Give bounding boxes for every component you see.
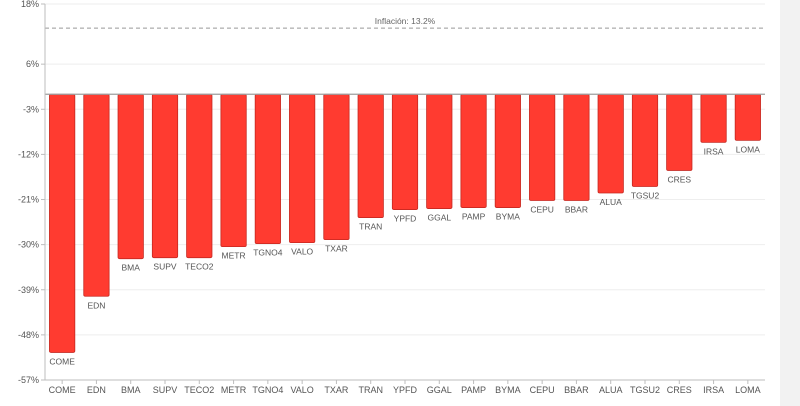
y-tick-label: -57%	[18, 375, 39, 385]
bar-ggal[interactable]	[426, 93, 453, 209]
chart-panel: Inflación: 13.2% COME EDN BMA SUPV TECO2 METR…	[0, 0, 780, 406]
bar-pamp[interactable]	[460, 93, 487, 208]
x-tick-label-alua: ALUA	[599, 385, 623, 395]
bar-ypfd[interactable]	[391, 93, 419, 210]
x-tick-label-irsa: IRSA	[703, 385, 724, 395]
bar-cepu[interactable]	[529, 93, 556, 201]
x-tick-label-tgno4: TGNO4	[252, 385, 283, 395]
bar-bma[interactable]	[117, 93, 144, 260]
x-tick-label-ypfd: YPFD	[393, 385, 418, 395]
x-tick-label-txar: TXAR	[324, 385, 349, 395]
bar-label-teco2: TECO2	[185, 262, 214, 272]
bars: COME EDN BMA SUPV TECO2 METR TGNO4 VALO TXAR TRAN…	[45, 93, 765, 366]
x-tick-label-come: COME	[49, 385, 76, 395]
bar-label-tgsu2: TGSU2	[631, 190, 660, 200]
bar-tgno4[interactable]	[254, 93, 281, 245]
bar-valo[interactable]	[289, 93, 316, 244]
x-tick-label-byma: BYMA	[495, 385, 521, 395]
bar-label-edn: EDN	[87, 300, 105, 310]
bar-label-byma: BYMA	[496, 212, 520, 222]
bar-label-tgno4: TGNO4	[253, 248, 283, 258]
bar-label-valo: VALO	[291, 247, 313, 257]
bar-label-tran: TRAN	[359, 222, 382, 232]
bar-edn[interactable]	[83, 93, 110, 297]
x-tick-label-bbar: BBAR	[564, 385, 589, 395]
bar-label-metr: METR	[222, 251, 246, 261]
bar-label-ggal: GGAL	[427, 213, 451, 223]
bar-label-cres: CRES	[667, 174, 691, 184]
bar-supv[interactable]	[151, 93, 179, 259]
x-tick-label-teco2: TECO2	[184, 385, 214, 395]
x-tick-label-loma: LOMA	[735, 385, 761, 395]
y-tick-label: -39%	[18, 285, 39, 295]
x-tick-label-ggal: GGAL	[427, 385, 452, 395]
y-tick-label: -48%	[18, 330, 39, 340]
inflation-reference: Inflación: 13.2%	[45, 16, 765, 29]
bar-label-bbar: BBAR	[565, 205, 588, 215]
bar-label-ypfd: YPFD	[394, 214, 417, 224]
bar-alua[interactable]	[597, 93, 624, 194]
axes: 18% 6% -3% -12% -21% -30% -39% -48% -57% COME EDN B…	[18, 0, 765, 395]
bar-bbar[interactable]	[563, 93, 590, 201]
y-tick-label: -21%	[18, 195, 39, 205]
bar-loma[interactable]	[734, 93, 761, 141]
bar-label-alua: ALUA	[600, 197, 623, 207]
bar-teco2[interactable]	[186, 93, 213, 259]
y-tick-label: 18%	[21, 0, 39, 9]
bar-label-txar: TXAR	[325, 244, 348, 254]
y-tick-label: -12%	[18, 149, 39, 159]
bar-tgsu2[interactable]	[631, 93, 659, 187]
bar-label-come: COME	[49, 356, 75, 366]
y-tick-label: 6%	[26, 59, 39, 69]
bar-irsa[interactable]	[700, 93, 727, 143]
x-tick-label-pamp: PAMP	[461, 385, 486, 395]
bar-label-cepu: CEPU	[530, 205, 554, 215]
bar-come[interactable]	[49, 93, 76, 353]
x-tick-label-metr: METR	[221, 385, 247, 395]
x-tick-label-cepu: CEPU	[530, 385, 555, 395]
x-tick-label-tran: TRAN	[358, 385, 383, 395]
y-tick-label: -3%	[23, 104, 39, 114]
bar-label-bma: BMA	[122, 263, 141, 273]
inflation-label: Inflación: 13.2%	[375, 16, 436, 26]
x-tick-label-valo: VALO	[290, 385, 313, 395]
bar-metr[interactable]	[220, 93, 247, 248]
bar-byma[interactable]	[494, 93, 521, 208]
bar-txar[interactable]	[323, 93, 350, 241]
bar-label-irsa: IRSA	[704, 146, 724, 156]
bar-chart: Inflación: 13.2% COME EDN BMA SUPV TECO2 METR…	[18, 0, 765, 395]
bar-tran[interactable]	[357, 93, 384, 218]
x-tick-label-bma: BMA	[121, 385, 141, 395]
bar-cres[interactable]	[666, 93, 693, 171]
x-tick-label-tgsu2: TGSU2	[630, 385, 660, 395]
bar-label-supv: SUPV	[153, 262, 176, 272]
y-tick-label: -30%	[18, 240, 39, 250]
bar-label-pamp: PAMP	[462, 212, 486, 222]
x-tick-label-edn: EDN	[87, 385, 106, 395]
x-tick-label-supv: SUPV	[153, 385, 178, 395]
x-tick-label-cres: CRES	[667, 385, 692, 395]
bar-label-loma: LOMA	[736, 144, 760, 154]
